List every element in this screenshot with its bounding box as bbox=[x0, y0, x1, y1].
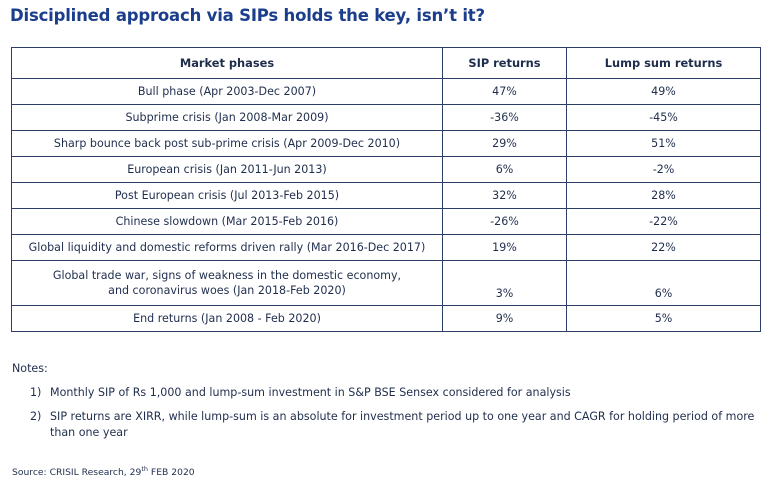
table-row: End returns (Jan 2008 - Feb 2020) 9% 5% bbox=[11, 305, 761, 332]
lump-cell: -22% bbox=[566, 208, 761, 235]
header-sip-returns: SIP returns bbox=[442, 47, 567, 79]
lump-cell: 49% bbox=[566, 78, 761, 105]
phase-line-1: Global trade war, signs of weakness in t… bbox=[52, 269, 402, 282]
sip-cell: 47% bbox=[442, 78, 567, 105]
lump-cell: 51% bbox=[566, 130, 761, 157]
source-superscript: th bbox=[141, 465, 149, 473]
table-header-row: Market phases SIP returns Lump sum retur… bbox=[11, 47, 761, 79]
note-number: 1) bbox=[30, 386, 42, 399]
phase-cell: Bull phase (Apr 2003-Dec 2007) bbox=[11, 78, 443, 105]
phase-line-2: and coronavirus woes (Jan 2018-Feb 2020) bbox=[108, 284, 346, 297]
notes-title: Notes: bbox=[12, 362, 48, 375]
phase-cell: European crisis (Jan 2011-Jun 2013) bbox=[11, 156, 443, 183]
table-row: Chinese slowdown (Mar 2015-Feb 2016) -26… bbox=[11, 208, 761, 235]
note-text: SIP returns are XIRR, while lump-sum is … bbox=[50, 410, 755, 439]
phase-cell: Global liquidity and domestic reforms dr… bbox=[11, 234, 443, 261]
sip-cell: 29% bbox=[442, 130, 567, 157]
table-row: Global trade war, signs of weakness in t… bbox=[11, 260, 761, 306]
source-line: Source: CRISIL Research, 29th FEB 2020 bbox=[12, 465, 195, 478]
sip-cell: -36% bbox=[442, 104, 567, 131]
source-prefix: Source: CRISIL Research, 29 bbox=[12, 467, 142, 479]
lump-cell: 5% bbox=[566, 305, 761, 332]
sip-cell: -26% bbox=[442, 208, 567, 235]
table-row: Sharp bounce back post sub-prime crisis … bbox=[11, 130, 761, 157]
sip-cell: 3% bbox=[442, 260, 567, 306]
lump-cell: -45% bbox=[566, 104, 761, 131]
note-item: 1) Monthly SIP of Rs 1,000 and lump-sum … bbox=[12, 385, 758, 401]
returns-table: Market phases SIP returns Lump sum retur… bbox=[11, 47, 761, 332]
table-row: Global liquidity and domestic reforms dr… bbox=[11, 234, 761, 261]
note-number: 2) bbox=[30, 410, 42, 423]
table-row: European crisis (Jan 2011-Jun 2013) 6% -… bbox=[11, 156, 761, 183]
source-suffix: FEB 2020 bbox=[148, 467, 195, 479]
sip-cell: 32% bbox=[442, 182, 567, 209]
phase-cell: Post European crisis (Jul 2013-Feb 2015) bbox=[11, 182, 443, 209]
lump-cell: 6% bbox=[566, 260, 761, 306]
sip-cell: 19% bbox=[442, 234, 567, 261]
sip-cell: 6% bbox=[442, 156, 567, 183]
table-row: Post European crisis (Jul 2013-Feb 2015)… bbox=[11, 182, 761, 209]
note-text: Monthly SIP of Rs 1,000 and lump-sum inv… bbox=[50, 386, 571, 399]
lump-cell: 22% bbox=[566, 234, 761, 261]
table-row: Bull phase (Apr 2003-Dec 2007) 47% 49% bbox=[11, 78, 761, 105]
table-row: Subprime crisis (Jan 2008-Mar 2009) -36%… bbox=[11, 104, 761, 131]
notes-section: Notes: 1) Monthly SIP of Rs 1,000 and lu… bbox=[12, 362, 758, 449]
page-title: Disciplined approach via SIPs holds the … bbox=[10, 6, 485, 25]
note-item: 2) SIP returns are XIRR, while lump-sum … bbox=[12, 409, 758, 441]
phase-cell: Sharp bounce back post sub-prime crisis … bbox=[11, 130, 443, 157]
header-market-phases: Market phases bbox=[11, 47, 443, 79]
sip-cell: 9% bbox=[442, 305, 567, 332]
lump-cell: 28% bbox=[566, 182, 761, 209]
phase-cell: Chinese slowdown (Mar 2015-Feb 2016) bbox=[11, 208, 443, 235]
lump-cell: -2% bbox=[566, 156, 761, 183]
header-lump-sum-returns: Lump sum returns bbox=[566, 47, 761, 79]
phase-cell: Subprime crisis (Jan 2008-Mar 2009) bbox=[11, 104, 443, 131]
phase-cell: Global trade war, signs of weakness in t… bbox=[11, 260, 443, 306]
phase-cell: End returns (Jan 2008 - Feb 2020) bbox=[11, 305, 443, 332]
